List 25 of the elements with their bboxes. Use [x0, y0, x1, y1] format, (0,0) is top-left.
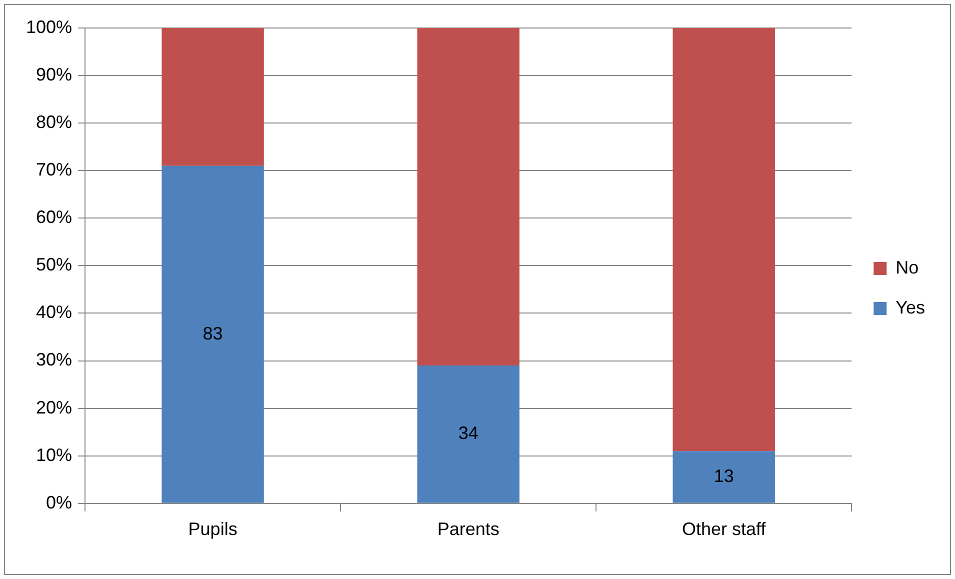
bar: [417, 366, 520, 503]
annotation: 13: [714, 466, 734, 486]
y-tick-label: 80%: [36, 112, 72, 132]
annotation: 83: [202, 323, 223, 344]
bar: [672, 28, 775, 452]
y-tick-label: 10%: [36, 444, 72, 465]
x-tick-label: Parents: [437, 519, 500, 540]
bar: [162, 28, 264, 166]
legend-label: No: [896, 257, 919, 278]
annotation: 34: [458, 423, 478, 444]
x-tick-label: Pupils: [188, 519, 238, 540]
y-tick-label: 40%: [36, 302, 72, 322]
y-tick-label: 70%: [36, 160, 72, 180]
x-tick-label: Other staff: [682, 519, 767, 540]
y-tick-label: 100%: [26, 16, 72, 37]
y-tick-label: 0%: [46, 492, 72, 512]
y-tick-label: 20%: [36, 397, 72, 418]
y-tick-label: 90%: [36, 64, 72, 85]
y-tick-label: 30%: [36, 350, 72, 370]
legend-label: Yes: [896, 297, 926, 318]
bar: [672, 451, 775, 503]
y-tick-label: 60%: [36, 207, 72, 228]
bar: [417, 28, 520, 366]
bar: [162, 166, 264, 503]
y-tick-label: 50%: [36, 254, 72, 275]
